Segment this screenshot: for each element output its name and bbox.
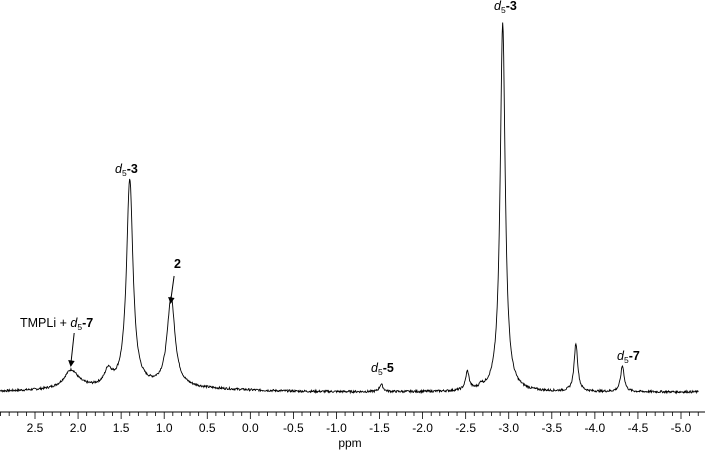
annotation-2: 2 [174,257,181,271]
x-tick-label: 0.0 [242,421,259,435]
x-tick-label: -2.0 [412,421,433,435]
x-tick-label: -3.0 [498,421,519,435]
annotation-arrow [168,275,175,304]
x-tick-label: -4.0 [585,421,606,435]
x-tick-label: -1.0 [326,421,347,435]
peak-annotation-layer: d5-3 2 TMPLi + d5-7 d5-5 d5-3 d5-7 [20,0,640,377]
annotation-d5-5: d5-5 [371,361,394,377]
x-tick-label: -1.5 [369,421,390,435]
annotation-tmpli-d5-7: TMPLi + d5-7 [20,316,93,332]
x-axis-label: ppm [338,436,361,450]
spectrum-trace-layer [0,22,699,395]
annotation-d5-3-left: d5-3 [115,162,138,178]
x-tick-label: -0.5 [283,421,304,435]
x-tick-label: -5.0 [671,421,692,435]
annotation-d5-3-right: d5-3 [494,0,517,15]
annotation-d5-7-right: d5-7 [617,349,640,365]
x-tick-label: 0.5 [199,421,216,435]
x-tick-label: 1.5 [113,421,130,435]
x-tick-label: 1.0 [156,421,173,435]
x-tick-label: 2.0 [70,421,87,435]
spectrum-line [0,22,699,395]
x-axis: 2.5 2.0 1.5 1.0 0.5 0.0 -0.5 -1.0 -1.5 -2.0 -2.5 -3… [0,411,705,435]
x-tick-label: -2.5 [455,421,476,435]
x-tick-label: 2.5 [27,421,44,435]
x-tick-label: -3.5 [541,421,562,435]
x-tick-label: -4.5 [628,421,649,435]
annotation-arrow [68,332,75,367]
